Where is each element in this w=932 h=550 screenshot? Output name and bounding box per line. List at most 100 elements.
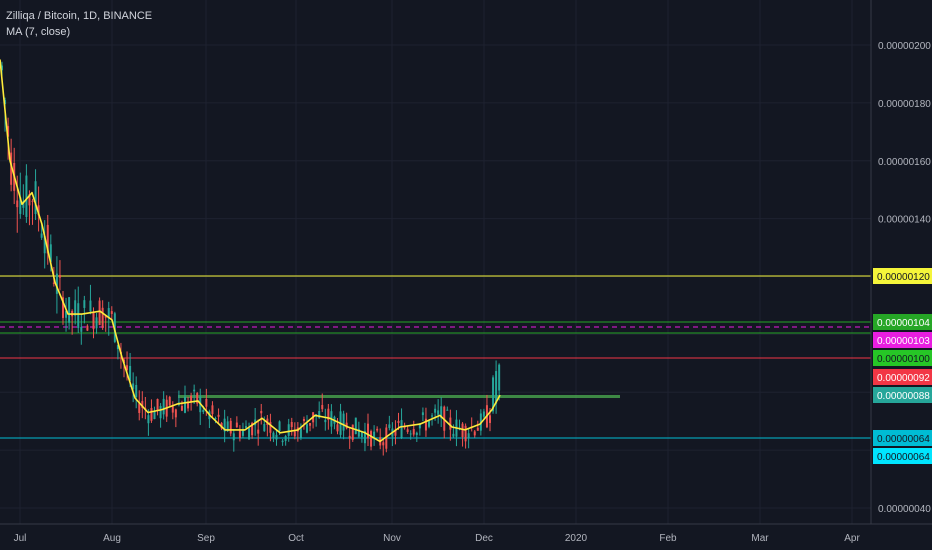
price-level-background: [873, 387, 932, 403]
candle-body: [92, 312, 95, 330]
candle-body: [357, 428, 360, 437]
candle-body: [418, 423, 421, 429]
candle-body: [251, 422, 254, 436]
candle-body: [138, 403, 141, 413]
time-tick-label: Aug: [103, 533, 121, 544]
ma-line: [0, 59, 501, 443]
candle-body: [86, 325, 89, 331]
candle-body: [373, 431, 376, 438]
resistance-zone[interactable]: [178, 395, 620, 398]
price-level-label: 0.00000064: [877, 434, 930, 445]
candle-body: [37, 205, 40, 216]
candle-body: [403, 427, 406, 429]
candle-body: [482, 411, 485, 417]
candle-body: [437, 410, 440, 415]
price-tick-label: 0.00000180: [878, 99, 931, 110]
candle-body: [141, 401, 144, 408]
candle-body: [101, 307, 104, 328]
moving-average: [0, 59, 501, 443]
candle-body: [126, 365, 129, 371]
price-level-background: [873, 332, 932, 348]
candle-body: [318, 411, 321, 418]
candle-body: [74, 300, 77, 316]
candle-body: [89, 300, 92, 312]
candle-body: [269, 421, 272, 433]
candle-body: [409, 433, 412, 435]
candle-body: [16, 200, 19, 208]
candle-body: [28, 194, 31, 206]
candle-body: [449, 417, 452, 430]
price-level-label: 0.00000104: [877, 318, 930, 329]
time-tick-label: Dec: [475, 533, 493, 544]
candle-body: [260, 410, 263, 414]
candle-body: [324, 420, 327, 423]
horizontal-lines[interactable]: [0, 275, 871, 439]
candle-body: [464, 425, 467, 442]
candle-body: [34, 181, 37, 214]
candle-body: [205, 399, 208, 407]
candle-body: [278, 421, 281, 431]
symbol-title[interactable]: Zilliqa / Bitcoin, 1D, BINANCE: [6, 10, 153, 22]
time-axis[interactable]: Jul Aug Sep Oct Nov Dec 2020 Feb Mar Apr: [14, 533, 861, 544]
candle-body: [406, 429, 409, 432]
candle-body: [31, 200, 34, 202]
candle-body: [428, 421, 430, 427]
candle-body: [235, 422, 238, 428]
candle-body: [412, 428, 415, 435]
candle-body: [7, 126, 10, 137]
time-tick-label: Mar: [751, 533, 769, 544]
candle-body: [363, 430, 366, 444]
candle-body: [492, 377, 495, 412]
price-level-box: 0.00000103: [873, 332, 932, 348]
price-level-background: [873, 369, 932, 385]
candle-body: [150, 407, 153, 421]
candle-body: [238, 430, 241, 438]
candle-body: [217, 414, 220, 417]
candle-body: [309, 422, 312, 426]
candle-body: [80, 326, 83, 332]
candle-body: [489, 415, 491, 423]
candle-body: [110, 311, 113, 314]
candle-body: [257, 429, 260, 434]
candle-body: [22, 201, 25, 208]
candle-body: [156, 398, 159, 411]
price-level-box: 0.00000088: [873, 387, 932, 403]
candle-body: [229, 420, 232, 434]
candle-body: [394, 429, 397, 436]
candle-body: [52, 282, 55, 284]
candle-body: [351, 424, 354, 440]
candle-body: [287, 424, 290, 436]
candle-body: [104, 315, 107, 318]
price-level-box: 0.00000064: [873, 448, 932, 464]
time-tick-label: Jul: [14, 533, 27, 544]
candle-body: [281, 440, 284, 443]
price-level-labels: 0.00000120 0.00000104 0.00000103 0.00000100…: [873, 268, 932, 464]
candle-body: [223, 418, 226, 432]
candle-body: [367, 423, 369, 439]
indicator-label[interactable]: MA (7, close): [6, 26, 71, 38]
candle-body: [168, 396, 171, 406]
candle-body: [10, 152, 13, 185]
candle-body: [107, 308, 110, 319]
price-axis[interactable]: 0.00000200 0.00000180 0.00000160 0.00000140…: [878, 41, 931, 515]
zone-rectangle[interactable]: [178, 395, 620, 398]
candle-body: [431, 415, 434, 417]
candle-body: [370, 431, 373, 447]
candle-body: [473, 431, 476, 436]
candle-body: [135, 385, 138, 398]
candle-body: [159, 406, 162, 419]
candle-body: [397, 420, 400, 424]
candle-body: [49, 244, 52, 262]
candle-body: [467, 433, 470, 438]
candle-body: [19, 197, 22, 214]
candle-body: [440, 406, 443, 419]
candle-body: [434, 408, 437, 413]
candle-body: [1, 65, 3, 71]
candle-body: [46, 224, 49, 254]
time-tick-label: Oct: [288, 533, 304, 544]
candle-body: [83, 300, 86, 308]
candle-body: [245, 426, 247, 428]
price-level-box: 0.00000104: [873, 314, 932, 330]
